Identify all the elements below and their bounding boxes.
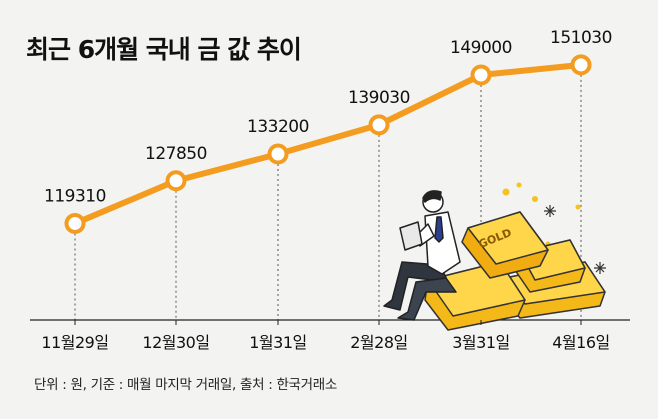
series-line (72, 61, 584, 227)
x-tick-labels: 11월29일 12월30일 1월31일 2월28일 3월31일 4월16일 (41, 320, 610, 352)
data-point-marker (570, 54, 592, 76)
x-tick-label: 2월28일 (350, 333, 407, 352)
x-tick-label: 1월31일 (249, 333, 306, 352)
man-figure (383, 190, 461, 321)
data-label: 119310 (44, 186, 106, 206)
drop-lines (74, 64, 582, 320)
data-point-marker (64, 212, 86, 234)
data-point-marker (165, 170, 187, 192)
footnote: 단위 : 원, 기준 : 매월 마지막 거래일, 출처 : 한국거래소 (34, 377, 338, 393)
sparkle-icon (502, 182, 581, 247)
data-point-marker (368, 114, 390, 136)
man-sitting-on-gold-bars-illustration: GOLD (383, 182, 606, 331)
x-tick-label: 3월31일 (452, 333, 509, 352)
x-tick-label: 11월29일 (41, 333, 108, 352)
data-label: 127850 (145, 144, 207, 164)
x-tick-label: 4월16일 (552, 333, 609, 352)
x-tick-label: 12월30일 (142, 333, 209, 352)
data-label: 139030 (348, 88, 410, 108)
gold-bar-icon (424, 211, 606, 331)
markers (64, 54, 592, 234)
data-point-marker (470, 64, 492, 86)
data-label: 151030 (550, 28, 612, 48)
star-sparkle-icon (544, 205, 606, 274)
chart-title: 최근 6개월 국내 금 값 추이 (26, 35, 302, 64)
value-labels: 119310 127850 133200 139030 149000 151030 (44, 28, 612, 207)
data-label: 149000 (450, 38, 512, 58)
data-label: 133200 (247, 117, 309, 137)
data-point-marker (267, 143, 289, 165)
